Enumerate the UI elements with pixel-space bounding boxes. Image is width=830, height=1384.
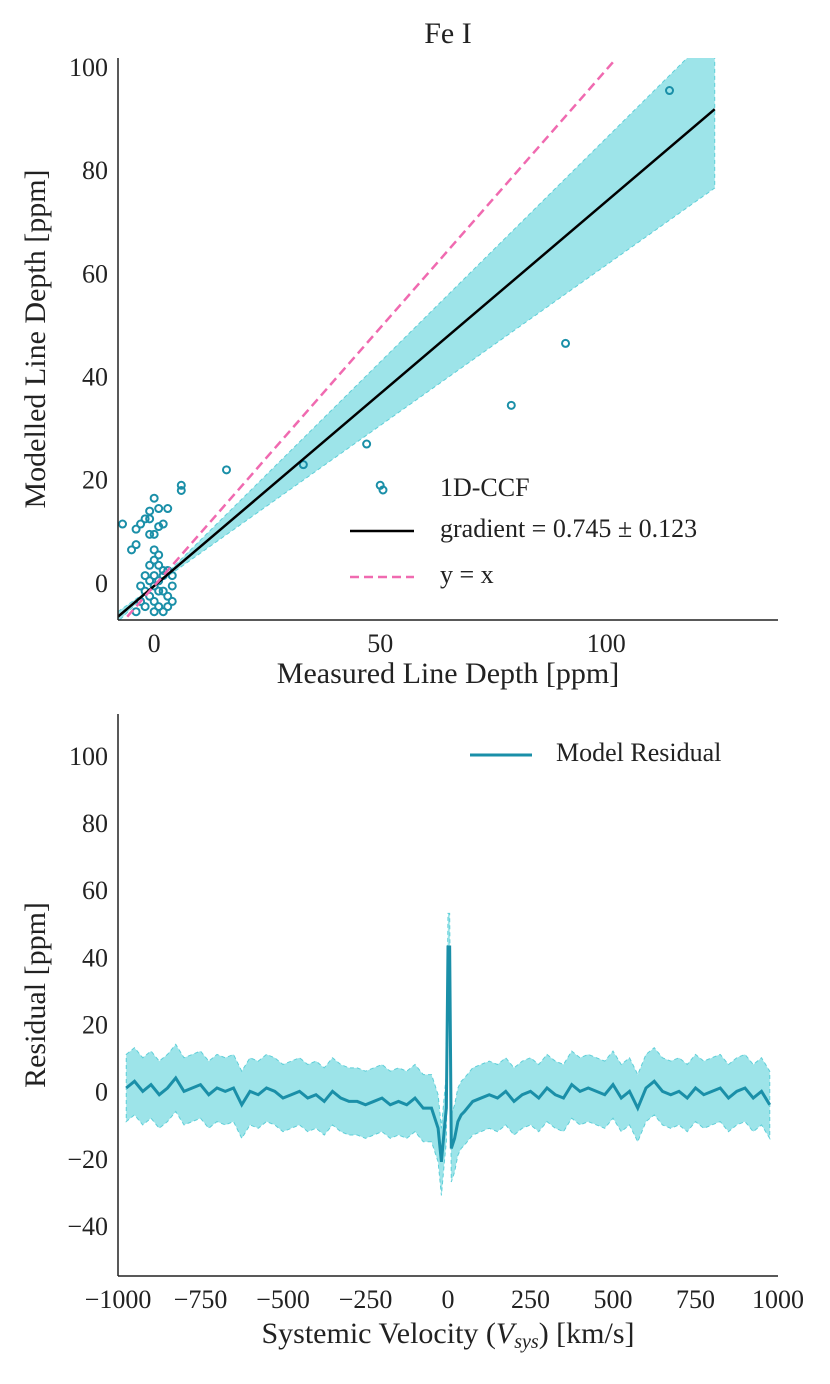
- y-axis-label: Residual [ppm]: [19, 902, 52, 1088]
- scatter-point: [140, 602, 150, 612]
- y-tick-label: 40: [82, 362, 108, 391]
- scatter-point: [298, 460, 308, 470]
- scatter-point: [145, 560, 155, 570]
- plot-area: [118, 58, 716, 620]
- scatter-point: [118, 519, 128, 529]
- x-tick-label: 750: [676, 1285, 715, 1314]
- scatter-point: [665, 86, 675, 96]
- scatter-point: [149, 555, 159, 565]
- legend-label: gradient = 0.745 ± 0.123: [440, 514, 697, 543]
- scatter-point: [158, 586, 168, 596]
- y-axis-label: Modelled Line Depth [ppm]: [19, 169, 52, 508]
- x-tick-label: −1000: [85, 1285, 152, 1314]
- y-tick-label: 60: [82, 259, 108, 288]
- y-tick-label: 80: [82, 156, 108, 185]
- scatter-point: [131, 524, 141, 534]
- scatter-point: [167, 581, 177, 591]
- y-tick-label: 100: [69, 742, 108, 771]
- x-tick-label: −500: [256, 1285, 310, 1314]
- scatter-point: [149, 493, 159, 503]
- x-tick-label: −750: [174, 1285, 228, 1314]
- x-tick-label: 0: [148, 629, 161, 658]
- x-tick-label: 500: [594, 1285, 633, 1314]
- scatter-point: [154, 576, 164, 586]
- legend-label: Model Residual: [556, 738, 721, 767]
- scatter-point: [136, 519, 146, 529]
- x-tick-label: 0: [442, 1285, 455, 1314]
- scatter-point: [149, 529, 159, 539]
- y-tick-label: −20: [67, 1145, 108, 1174]
- y-tick-label: 60: [82, 876, 108, 905]
- scatter-point: [158, 607, 168, 617]
- scatter-point: [149, 581, 159, 591]
- x-axis-label-part: sys: [514, 1331, 539, 1353]
- y-tick-label: 20: [82, 1011, 108, 1040]
- y-tick-label: 0: [95, 569, 108, 598]
- y-tick-label: −40: [67, 1212, 108, 1241]
- scatter-point: [163, 591, 173, 601]
- scatter-point: [140, 571, 150, 581]
- scatter-point: [176, 480, 186, 490]
- x-tick-label: 250: [511, 1285, 550, 1314]
- scatter-point: [154, 560, 164, 570]
- scatter-point: [154, 522, 164, 532]
- x-tick-label: 1000: [752, 1285, 804, 1314]
- y-tick-label: 20: [82, 466, 108, 495]
- scatter-point: [131, 540, 141, 550]
- y-tick-label: 0: [95, 1078, 108, 1107]
- line: [125, 945, 772, 1163]
- scatter-point: [149, 571, 159, 581]
- scatter-point: [154, 602, 164, 612]
- scatter-point: [154, 550, 164, 560]
- scatter-point: [362, 439, 372, 449]
- x-tick-label: −250: [339, 1285, 393, 1314]
- legend-label: y = x: [440, 560, 494, 589]
- x-tick-label: 100: [587, 629, 626, 658]
- x-tick-label: 50: [367, 629, 393, 658]
- scatter-point: [221, 465, 231, 475]
- scatter-point: [149, 545, 159, 555]
- scatter-point: [145, 514, 155, 524]
- x-axis-label: Measured Line Depth [ppm]: [277, 657, 619, 690]
- scatter-point: [163, 602, 173, 612]
- x-axis-label-part: V: [496, 1317, 518, 1350]
- scatter-point: [176, 485, 186, 495]
- scatter-point: [167, 596, 177, 606]
- scatter-point: [149, 607, 159, 617]
- legend-marker: [378, 485, 388, 495]
- error-band: [125, 912, 771, 1196]
- legend-label: 1D-CCF: [440, 473, 530, 502]
- chart-title: Fe I: [424, 17, 472, 50]
- x-axis-label: Systemic Velocity (Vsys) [km/s]: [261, 1317, 634, 1353]
- scatter-point: [131, 607, 141, 617]
- scatter-point: [127, 545, 137, 555]
- scatter-point: [145, 529, 155, 539]
- scatter-point: [163, 504, 173, 514]
- scatter-point: [145, 506, 155, 516]
- y-tick-label: 100: [69, 53, 108, 82]
- y-tick-label: 40: [82, 943, 108, 972]
- scatter-point: [506, 400, 516, 410]
- scatter-point: [561, 338, 571, 348]
- confidence-band: [118, 58, 716, 620]
- scatter-point: [154, 586, 164, 596]
- x-axis-label-part: ) [km/s]: [539, 1317, 635, 1350]
- scatter-point: [145, 576, 155, 586]
- y-tick-label: 80: [82, 809, 108, 838]
- scatter-point: [149, 596, 159, 606]
- x-axis-label-part: Systemic Velocity (: [261, 1317, 495, 1350]
- plot-area: [125, 912, 772, 1196]
- scatter-point: [136, 581, 146, 591]
- line: [118, 108, 716, 618]
- scatter-point: [140, 514, 150, 524]
- scatter-point: [154, 504, 164, 514]
